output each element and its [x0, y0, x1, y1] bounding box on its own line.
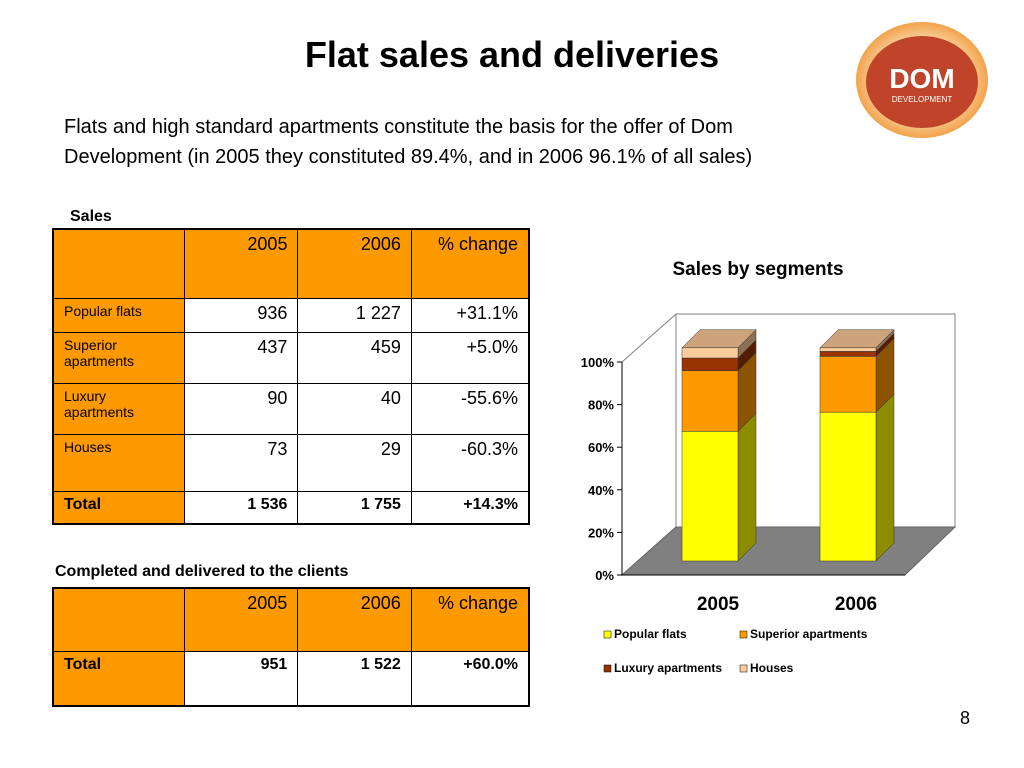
cell: 437 — [184, 331, 299, 384]
data-table: 2005 2006% change Popular flats 936 1 227 +31… — [52, 228, 530, 525]
legend-label: Houses — [750, 661, 794, 675]
cell: +60.0% — [410, 650, 530, 707]
table-row: Total 1 536 1 755 +14.3% — [52, 490, 530, 525]
cell: -60.3% — [410, 433, 530, 492]
legend-swatch — [739, 664, 748, 673]
bar — [681, 370, 739, 432]
column-header — [52, 587, 185, 652]
chart-title: Sales by segments — [672, 259, 843, 280]
legend-label: Superior apartments — [750, 627, 868, 641]
cell: 73 — [184, 433, 299, 492]
y-tick-label: 100% — [581, 355, 615, 370]
slide-title: Flat sales and deliveries — [304, 34, 720, 75]
bar-side — [875, 393, 895, 562]
row-label: Luxury apartments — [52, 382, 186, 435]
table-row: 2005 2006% change — [52, 228, 530, 299]
x-tick-label: 2006 — [835, 594, 877, 615]
y-tick-label: 80% — [588, 398, 614, 413]
column-header: % change — [410, 587, 530, 652]
legend-swatch — [603, 630, 612, 639]
bar — [819, 411, 877, 562]
cell: 1 755 — [297, 490, 412, 525]
cell: 40 — [297, 382, 412, 435]
table-row: Houses 73 29 -60.3% — [52, 433, 530, 492]
bar-top — [819, 329, 895, 349]
row-label: Total — [52, 650, 185, 707]
column-header — [52, 228, 186, 299]
table-row: 2005 2006% change — [52, 587, 530, 652]
table-row: Superior apartments 437 459 +5.0% — [52, 331, 530, 384]
bar-top — [681, 329, 757, 349]
y-tick-label: 40% — [588, 483, 614, 498]
cell: -55.6% — [410, 382, 530, 435]
column-header: 2006 — [297, 587, 412, 652]
cell: 459 — [297, 331, 412, 384]
bar — [681, 357, 739, 371]
cell: +14.3% — [410, 490, 530, 525]
logo-name: DOM — [889, 63, 954, 94]
cell: 1 227 — [297, 297, 412, 333]
bar — [681, 431, 739, 562]
bar — [681, 347, 739, 359]
cell: 951 — [183, 650, 299, 707]
y-tick-label: 0% — [595, 568, 614, 583]
x-tick-label: 2005 — [697, 594, 740, 615]
cell: 936 — [184, 297, 299, 333]
logo: DOM DEVELOPMENT — [856, 22, 988, 138]
table-row: Popular flats 936 1 227 +31.1% — [52, 297, 530, 333]
table-row: Luxury apartments 90 40 -55.6% — [52, 382, 530, 435]
logo-core — [866, 36, 978, 128]
logo-tagline: DEVELOPMENT — [892, 95, 953, 104]
column-header: % change — [410, 228, 530, 299]
column-header: 2006 — [297, 228, 412, 299]
row-label: Popular flats — [52, 297, 186, 333]
data-table: 2005 2006% change Total 951 1 522 +60.0% — [52, 587, 530, 707]
row-label: Superior apartments — [52, 331, 186, 384]
cell: 90 — [184, 382, 299, 435]
cell: 29 — [297, 433, 412, 492]
cell: 1 536 — [184, 490, 299, 525]
legend-label: Popular flats — [614, 627, 687, 641]
row-label: Total — [52, 490, 186, 525]
column-header: 2005 — [184, 228, 299, 299]
bar — [819, 347, 877, 352]
subtitle: Flats and high standard apartments const… — [64, 116, 753, 168]
table-row: Total 951 1 522 +60.0% — [52, 650, 530, 707]
bar — [819, 356, 877, 413]
legend-swatch — [739, 630, 748, 639]
y-tick-label: 20% — [588, 525, 614, 540]
legend-swatch — [603, 664, 612, 673]
bar — [819, 351, 877, 357]
column-header: 2005 — [183, 587, 299, 652]
cell: +31.1% — [410, 297, 530, 333]
y-tick-label: 60% — [588, 440, 614, 455]
legend-label: Luxury apartments — [614, 661, 722, 675]
cell: +5.0% — [410, 331, 530, 384]
bar-side — [737, 412, 757, 562]
table-caption: Completed and delivered to the clients — [55, 563, 349, 580]
table-caption: Sales — [70, 208, 112, 225]
floor — [620, 526, 957, 576]
cell: 1 522 — [297, 650, 412, 707]
page-number: 8 — [959, 708, 970, 728]
row-label: Houses — [52, 433, 186, 492]
